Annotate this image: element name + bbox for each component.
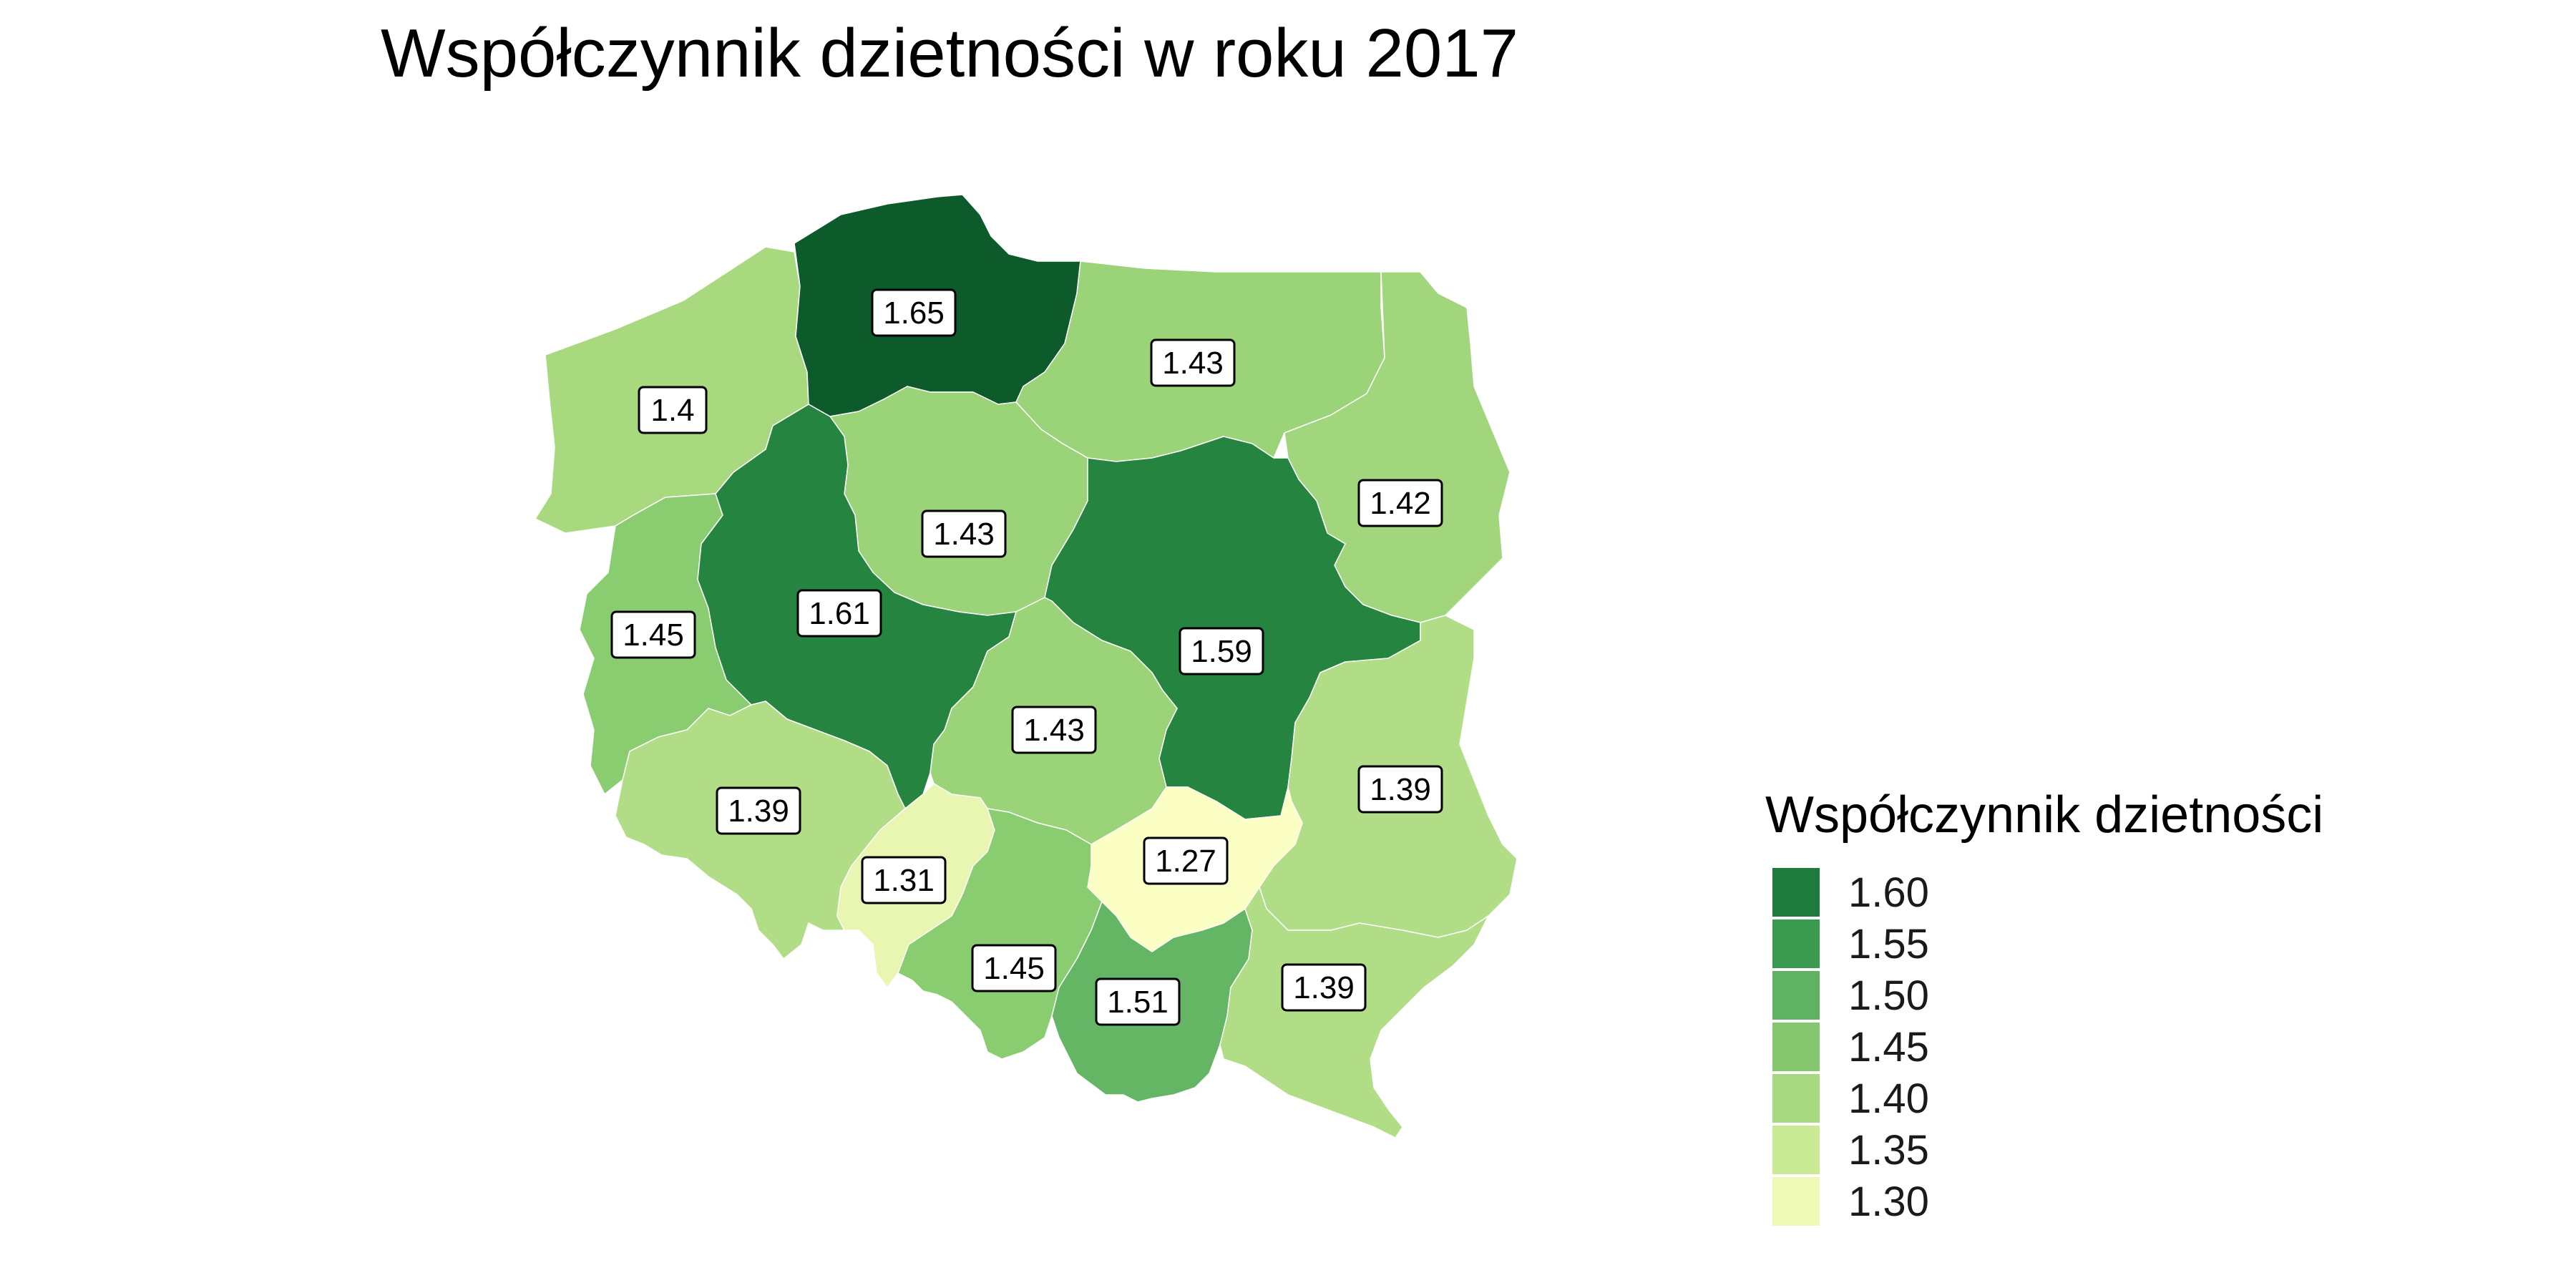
value-text-pomorskie: 1.65 xyxy=(883,296,945,331)
value-text-kujawsko-pomorskie: 1.43 xyxy=(933,517,995,552)
value-text-podlaskie: 1.42 xyxy=(1370,486,1431,521)
value-label-swietokrzyskie: 1.27 xyxy=(1143,836,1229,885)
value-text-slaskie: 1.45 xyxy=(983,951,1045,986)
value-label-podlaskie: 1.42 xyxy=(1357,479,1443,527)
value-text-opolskie: 1.31 xyxy=(873,863,935,898)
value-text-swietokrzyskie: 1.27 xyxy=(1155,844,1216,879)
value-text-dolnoslaskie: 1.39 xyxy=(728,794,789,829)
region-podkarpackie[interactable] xyxy=(1219,887,1489,1138)
value-text-warminsko-mazurskie: 1.43 xyxy=(1162,346,1224,381)
value-text-podkarpackie: 1.39 xyxy=(1293,970,1355,1005)
legend-label: 1.40 xyxy=(1848,1075,1929,1122)
legend-swatch xyxy=(1772,971,1820,1020)
legend-swatch xyxy=(1772,919,1820,968)
legend-label: 1.45 xyxy=(1848,1024,1929,1070)
map-regions xyxy=(535,194,1518,1138)
legend-swatch xyxy=(1772,1023,1820,1071)
value-label-malopolskie: 1.51 xyxy=(1095,977,1181,1026)
value-label-zachodniopomorskie: 1.4 xyxy=(638,386,708,434)
value-label-opolskie: 1.31 xyxy=(861,856,947,904)
value-label-dolnoslaskie: 1.39 xyxy=(716,786,801,835)
legend-swatch xyxy=(1772,1074,1820,1123)
value-label-podkarpackie: 1.39 xyxy=(1281,963,1367,1012)
value-text-malopolskie: 1.51 xyxy=(1107,985,1169,1020)
legend: Współczynnik dzietności 1.60 1.55 1.50 1… xyxy=(1765,786,2323,1226)
legend-title: Współczynnik dzietności xyxy=(1765,786,2323,844)
value-label-lubuskie: 1.45 xyxy=(610,610,696,659)
value-label-slaskie: 1.45 xyxy=(971,944,1057,992)
value-label-mazowieckie: 1.59 xyxy=(1179,627,1264,675)
value-label-lubelskie: 1.39 xyxy=(1357,765,1443,814)
legend-swatch xyxy=(1772,868,1820,917)
value-label-wielkopolskie: 1.61 xyxy=(796,589,882,638)
value-text-wielkopolskie: 1.61 xyxy=(809,596,870,631)
value-text-mazowieckie: 1.59 xyxy=(1191,634,1252,669)
region-slaskie[interactable] xyxy=(897,808,1103,1060)
value-text-lodzkie: 1.43 xyxy=(1023,713,1085,748)
legend-swatch xyxy=(1772,1177,1820,1226)
legend-label: 1.55 xyxy=(1848,921,1929,967)
value-text-lubelskie: 1.39 xyxy=(1370,772,1431,807)
legend-swatch xyxy=(1772,1126,1820,1174)
value-text-zachodniopomorskie: 1.4 xyxy=(650,393,694,428)
value-text-lubuskie: 1.45 xyxy=(623,618,684,653)
map-title: Współczynnik dzietności w roku 2017 xyxy=(381,15,1518,92)
region-value-labels: 1.65 1.4 1.43 1.42 1.43 1.45 1.61 1.59 xyxy=(610,288,1443,1026)
legend-label: 1.60 xyxy=(1848,869,1929,916)
legend-label: 1.35 xyxy=(1848,1127,1929,1174)
legend-label: 1.50 xyxy=(1848,972,1929,1019)
value-label-lodzkie: 1.43 xyxy=(1011,706,1097,754)
value-label-pomorskie: 1.65 xyxy=(871,288,957,337)
legend-label: 1.30 xyxy=(1848,1179,1929,1225)
value-label-warminsko-mazurskie: 1.43 xyxy=(1150,338,1236,387)
value-label-kujawsko-pomorskie: 1.43 xyxy=(921,509,1007,558)
